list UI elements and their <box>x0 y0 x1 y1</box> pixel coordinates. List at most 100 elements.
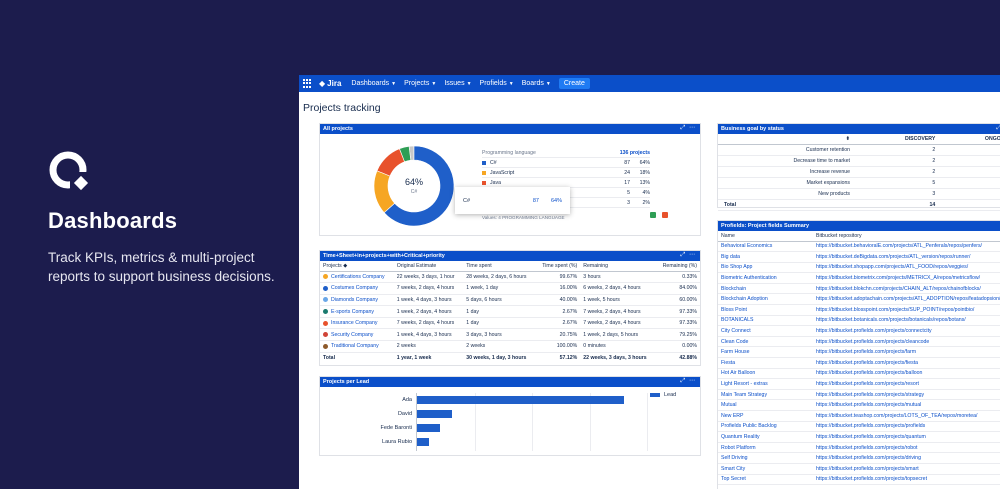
col-spent-pct[interactable]: Time spent (%) <box>535 261 581 272</box>
repo-link[interactable]: https://bitbucket.biometrix.com/projects… <box>813 272 1000 284</box>
project-cell[interactable]: Costumes Company <box>320 282 394 295</box>
nav-issues[interactable]: Issues ▼ <box>444 80 471 87</box>
project-name-link[interactable]: Farm House <box>718 346 813 359</box>
nav-dashboards[interactable]: Dashboards ▼ <box>351 80 396 87</box>
project-link[interactable]: E-sports Company <box>323 309 391 315</box>
repo-link[interactable]: https://bitbucket.profields.com/projects… <box>813 336 1000 348</box>
col-projects[interactable]: Projects ◆ <box>320 261 394 272</box>
donut-slice[interactable] <box>383 145 455 227</box>
project-link[interactable]: Security Company <box>323 332 391 338</box>
project-name-link[interactable]: Robot Platform <box>718 442 813 454</box>
goal-ongoing[interactable]: 3 <box>941 166 1000 178</box>
project-link[interactable]: Certifications Company <box>323 274 391 280</box>
project-link[interactable]: Diamonds Company <box>323 297 391 303</box>
repo-link[interactable]: https://bitbucket.adoptachain.com/projec… <box>813 293 1000 306</box>
sort-icon[interactable]: ⬍ <box>718 134 856 145</box>
project-name-link[interactable]: Bloss Point <box>718 304 813 316</box>
repo-link[interactable]: https://bitbucket.behavioralE.com/projec… <box>813 241 1000 253</box>
goal-ongoing[interactable]: 6 <box>941 177 1000 189</box>
col-remaining[interactable]: Remaining <box>580 261 656 272</box>
nav-boards[interactable]: Boards ▼ <box>522 80 551 87</box>
excel-export-icon[interactable] <box>650 212 656 218</box>
project-name-link[interactable]: Clean Code <box>718 336 813 348</box>
donut-slice[interactable] <box>399 145 412 163</box>
project-name-link[interactable]: Light Resort - extras <box>718 378 813 390</box>
project-name-link[interactable]: Behavioral Economics <box>718 241 813 253</box>
project-name-link[interactable]: Blockchain <box>718 283 813 295</box>
repo-link[interactable]: https://bitbucket.profields.com/projects… <box>813 346 1000 359</box>
repo-link[interactable]: https://bitbucket.blokchn.com/projects/C… <box>813 283 1000 295</box>
lead-bar[interactable] <box>417 438 429 446</box>
goal-discovery[interactable]: 2 <box>855 166 942 178</box>
panel-tools[interactable]: ⤢ ⋯ <box>996 125 1000 131</box>
col-ongoing[interactable]: ONGOING <box>941 134 1000 145</box>
image-export-icon[interactable] <box>662 212 668 218</box>
project-name-link[interactable]: Bio Shop App <box>718 262 813 274</box>
project-link[interactable]: Traditional Company <box>323 343 391 349</box>
repo-link[interactable]: https://bitbucket.profields.com/projects… <box>813 463 1000 475</box>
project-name-link[interactable]: Hot Air Balloon <box>718 368 813 380</box>
panel-tools[interactable]: ⤢ ⋯ <box>680 252 696 258</box>
repo-link[interactable]: https://bitbucket.teashop.com/projects/L… <box>813 410 1000 422</box>
nav-projects[interactable]: Projects ▼ <box>404 80 436 87</box>
goal-ongoing[interactable]: 1 <box>941 144 1000 156</box>
repo-link[interactable]: https://bitbucket.profields.com/projects… <box>813 474 1000 486</box>
projects-count-link[interactable]: 136 projects <box>619 149 650 156</box>
project-name-link[interactable]: Self Driving <box>718 452 813 464</box>
col-repo[interactable]: Bitbucket repository <box>813 231 1000 242</box>
repo-link[interactable]: https://bitbucket.deBigdata.com/projects… <box>813 251 1000 263</box>
repo-link[interactable]: https://bitbucket.botanicals.com/project… <box>813 315 1000 327</box>
goal-discovery[interactable]: 2 <box>855 144 942 156</box>
repo-link[interactable]: https://bitbucket.profields.com/projects… <box>813 389 1000 401</box>
donut-slice[interactable] <box>373 170 396 214</box>
project-name-link[interactable]: Main Team Strategy <box>718 389 813 401</box>
goal-discovery[interactable]: 3 <box>855 188 942 200</box>
goal-ongoing[interactable]: 3 <box>941 188 1000 200</box>
repo-link[interactable]: https://bitbucket.profields.com/projects… <box>813 325 1000 337</box>
project-name-link[interactable]: Smart City <box>718 463 813 475</box>
project-cell[interactable]: Diamonds Company <box>320 294 394 307</box>
repo-link[interactable]: https://bitbucket.profields.com/projects… <box>813 431 1000 443</box>
goal-ongoing[interactable]: 3 <box>941 155 1000 167</box>
repo-link[interactable]: https://bitbucket.profields.com/projects… <box>813 378 1000 390</box>
repo-link[interactable]: https://bitbucket.blosspoint.com/project… <box>813 304 1000 316</box>
project-name-link[interactable]: Profields Public Backlog <box>718 421 813 433</box>
repo-link[interactable]: https://bitbucket.shopapp.com/projects/A… <box>813 262 1000 274</box>
project-name-link[interactable]: Blockchain Adoption <box>718 293 813 306</box>
repo-link[interactable]: https://bitbucket.profields.com/projects… <box>813 452 1000 464</box>
language-row[interactable]: C# 87 64% <box>482 158 650 168</box>
project-link[interactable]: Insurance Company <box>323 320 391 326</box>
project-link[interactable]: Costumes Company <box>323 285 391 291</box>
project-cell[interactable]: Insurance Company <box>320 317 394 330</box>
project-name-link[interactable]: Top Secret <box>718 474 813 486</box>
project-cell[interactable]: Traditional Company <box>320 340 394 353</box>
repo-link[interactable]: https://bitbucket.profields.com/projects… <box>813 421 1000 433</box>
repo-link[interactable]: https://bitbucket.profields.com/projects… <box>813 357 1000 369</box>
donut-slice[interactable] <box>376 148 405 177</box>
project-cell[interactable]: Security Company <box>320 328 394 342</box>
project-name-link[interactable]: Biometric Authentication <box>718 272 813 284</box>
lead-bar[interactable] <box>417 410 452 418</box>
project-cell[interactable]: Certifications Company <box>320 271 394 284</box>
goal-discovery[interactable]: 5 <box>855 177 942 189</box>
col-discovery[interactable]: DISCOVERY <box>855 134 942 145</box>
project-name-link[interactable]: Quantum Reality <box>718 431 813 443</box>
col-remaining-pct[interactable]: Remaining (%) <box>656 261 700 272</box>
panel-tools[interactable]: ⤢ ⋯ <box>680 378 696 384</box>
project-name-link[interactable]: BOTANICALS <box>718 315 813 327</box>
project-name-link[interactable]: Big data <box>718 251 813 263</box>
nav-profields[interactable]: Profields ▼ <box>480 80 514 87</box>
col-estimate[interactable]: Original Estimate <box>393 261 464 272</box>
goal-discovery[interactable]: 2 <box>855 155 942 167</box>
jira-logo[interactable]: ◆ Jira <box>319 79 341 88</box>
panel-tools[interactable]: ⤢ ⋯ <box>680 125 696 131</box>
project-cell[interactable]: E-sports Company <box>320 305 394 318</box>
col-spent[interactable]: Time spent <box>463 261 536 272</box>
repo-link[interactable]: https://bitbucket.profields.com/projects… <box>813 399 1000 411</box>
app-switcher-icon[interactable] <box>303 79 312 88</box>
project-name-link[interactable]: New ERP <box>718 410 813 422</box>
create-button[interactable]: Create <box>558 78 590 89</box>
lead-bar[interactable] <box>417 424 440 432</box>
project-name-link[interactable]: Fiesta <box>718 357 813 369</box>
project-name-link[interactable]: City Connect <box>718 325 813 337</box>
